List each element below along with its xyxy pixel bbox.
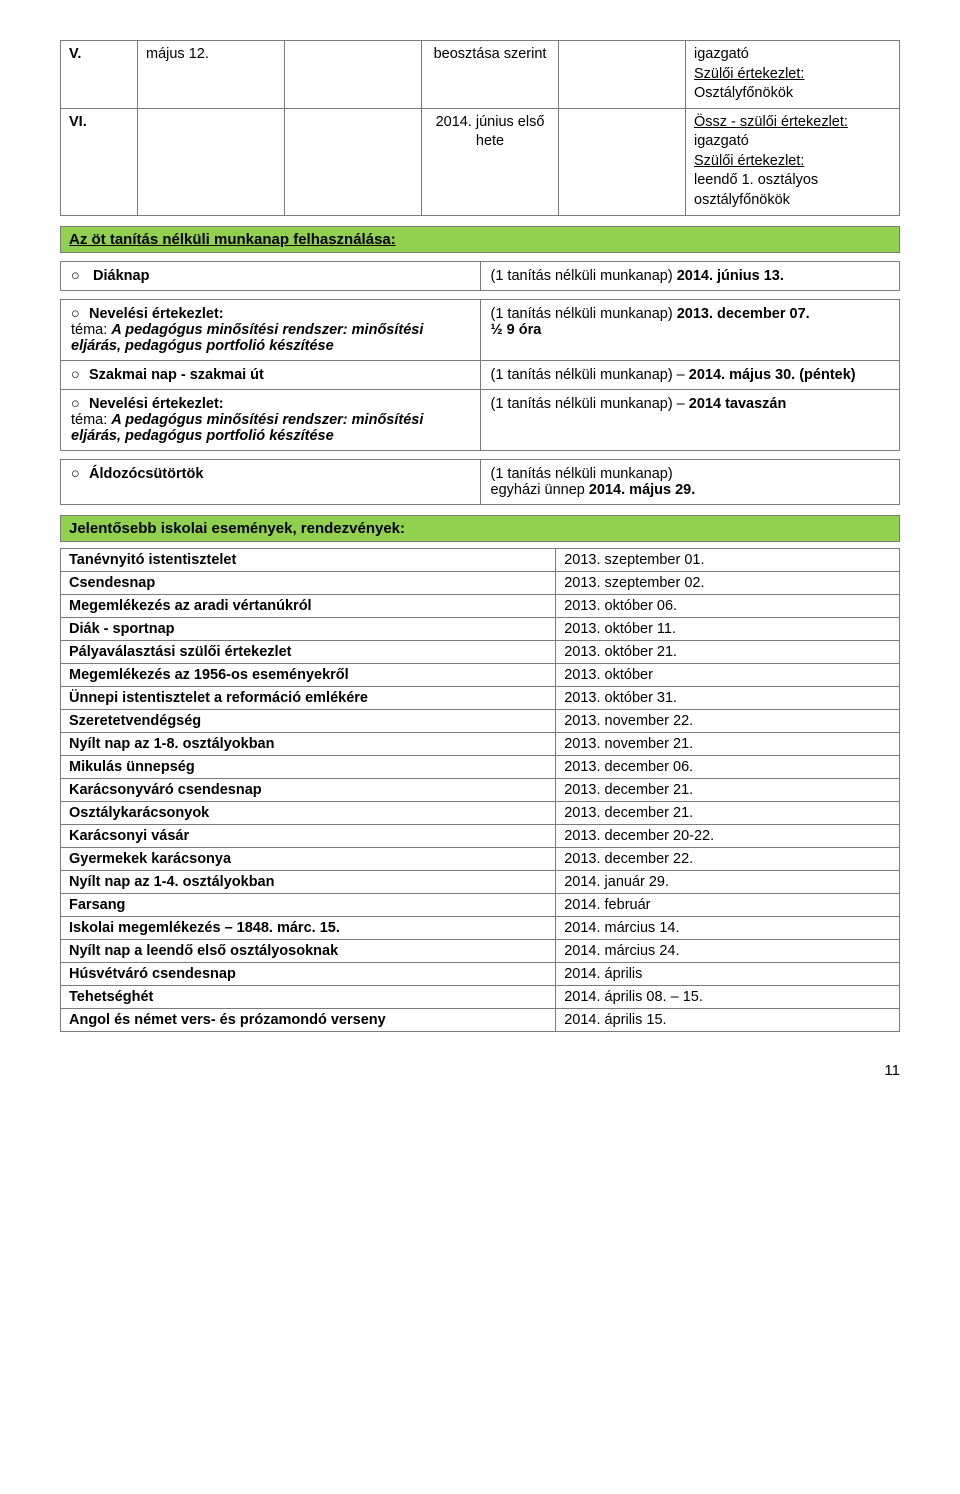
munkanap-right: (1 tanítás nélküli munkanap) – 2014. máj… bbox=[480, 360, 900, 389]
event-date: 2013. november 21. bbox=[556, 732, 900, 755]
munkanap-left: ○Nevelési értekezlet:téma: A pedagógus m… bbox=[61, 299, 481, 360]
event-name: Húsvétváró csendesnap bbox=[61, 962, 556, 985]
event-name: Mikulás ünnepség bbox=[61, 755, 556, 778]
aldozo-left: ○Áldozócsütörtök bbox=[61, 459, 481, 504]
event-date: 2013. december 21. bbox=[556, 778, 900, 801]
top-schedule-table: V. május 12. beosztása szerint igazgatóS… bbox=[60, 40, 900, 216]
diaknap-left: ○ Diáknap bbox=[61, 261, 481, 290]
event-date: 2013. október 31. bbox=[556, 686, 900, 709]
event-date: 2013. október bbox=[556, 663, 900, 686]
event-name: Megemlékezés az 1956-os eseményekről bbox=[61, 663, 556, 686]
event-name: Karácsonyi vásár bbox=[61, 824, 556, 847]
event-date: 2014. február bbox=[556, 893, 900, 916]
mid-cell bbox=[285, 41, 422, 109]
blank-cell bbox=[559, 108, 686, 215]
diaknap-right: (1 tanítás nélküli munkanap) 2014. júniu… bbox=[480, 261, 900, 290]
blank-cell bbox=[559, 41, 686, 109]
event-name: Ünnepi istentisztelet a reformáció emlék… bbox=[61, 686, 556, 709]
event-date: 2013. október 21. bbox=[556, 640, 900, 663]
aldozo-table: ○Áldozócsütörtök (1 tanítás nélküli munk… bbox=[60, 459, 900, 505]
event-date: 2013. szeptember 02. bbox=[556, 571, 900, 594]
event-date: 2013. december 06. bbox=[556, 755, 900, 778]
event-name: Angol és német vers- és prózamondó verse… bbox=[61, 1008, 556, 1031]
right-cell: igazgatóSzülői értekezlet:Osztályfőnökök bbox=[686, 41, 900, 109]
event-name: Osztálykarácsonyok bbox=[61, 801, 556, 824]
event-date: 2014. március 14. bbox=[556, 916, 900, 939]
munkanap-right: (1 tanítás nélküli munkanap) – 2014 tava… bbox=[480, 389, 900, 450]
event-date: 2013. október 11. bbox=[556, 617, 900, 640]
event-name: Karácsonyváró csendesnap bbox=[61, 778, 556, 801]
munkanap-table: ○Nevelési értekezlet:téma: A pedagógus m… bbox=[60, 299, 900, 451]
event-name: Nyílt nap az 1-4. osztályokban bbox=[61, 870, 556, 893]
mid-cell-2: 2014. június első hete bbox=[422, 108, 559, 215]
roman-cell: VI. bbox=[61, 108, 138, 215]
date-cell: május 12. bbox=[138, 41, 285, 109]
diaknap-label: Diáknap bbox=[93, 268, 149, 284]
event-date: 2013. november 22. bbox=[556, 709, 900, 732]
event-name: Diák - sportnap bbox=[61, 617, 556, 640]
munkanap-left: ○Szakmai nap - szakmai út bbox=[61, 360, 481, 389]
event-date: 2013. december 22. bbox=[556, 847, 900, 870]
event-date: 2013. október 06. bbox=[556, 594, 900, 617]
munkanap-right: (1 tanítás nélküli munkanap) 2013. decem… bbox=[480, 299, 900, 360]
date-cell bbox=[138, 108, 285, 215]
event-name: Pályaválasztási szülői értekezlet bbox=[61, 640, 556, 663]
event-name: Csendesnap bbox=[61, 571, 556, 594]
section-title: Az öt tanítás nélküli munkanap felhaszná… bbox=[69, 231, 396, 248]
section-title: Jelentősebb iskolai események, rendezvén… bbox=[69, 520, 405, 537]
event-date: 2014. április bbox=[556, 962, 900, 985]
event-date: 2014. március 24. bbox=[556, 939, 900, 962]
event-name: Tanévnyitó istentisztelet bbox=[61, 548, 556, 571]
event-name: Nyílt nap az 1-8. osztályokban bbox=[61, 732, 556, 755]
aldozo-right: (1 tanítás nélküli munkanap)egyházi ünne… bbox=[480, 459, 900, 504]
event-date: 2013. szeptember 01. bbox=[556, 548, 900, 571]
event-name: Farsang bbox=[61, 893, 556, 916]
munkanap-left: ○Nevelési értekezlet:téma: A pedagógus m… bbox=[61, 389, 481, 450]
event-date: 2013. december 21. bbox=[556, 801, 900, 824]
event-name: Iskolai megemlékezés – 1848. márc. 15. bbox=[61, 916, 556, 939]
event-date: 2014. április 08. – 15. bbox=[556, 985, 900, 1008]
event-name: Nyílt nap a leendő első osztályosoknak bbox=[61, 939, 556, 962]
diaknap-table: ○ Diáknap (1 tanítás nélküli munkanap) 2… bbox=[60, 261, 900, 291]
bullet-icon: ○ bbox=[71, 268, 89, 284]
event-name: Megemlékezés az aradi vértanúkról bbox=[61, 594, 556, 617]
section-header-events: Jelentősebb iskolai események, rendezvén… bbox=[60, 515, 900, 542]
page-number: 11 bbox=[60, 1062, 900, 1079]
right-cell: Össz - szülői értekezlet: igazgatóSzülői… bbox=[686, 108, 900, 215]
mid-cell bbox=[285, 108, 422, 215]
section-header-munkanap: Az öt tanítás nélküli munkanap felhaszná… bbox=[60, 226, 900, 253]
roman-cell: V. bbox=[61, 41, 138, 109]
event-name: Tehetséghét bbox=[61, 985, 556, 1008]
event-date: 2014. április 15. bbox=[556, 1008, 900, 1031]
event-name: Gyermekek karácsonya bbox=[61, 847, 556, 870]
event-name: Szeretetvendégség bbox=[61, 709, 556, 732]
event-date: 2014. január 29. bbox=[556, 870, 900, 893]
mid-cell-2: beosztása szerint bbox=[422, 41, 559, 109]
event-date: 2013. december 20-22. bbox=[556, 824, 900, 847]
events-table: Tanévnyitó istentisztelet2013. szeptembe… bbox=[60, 548, 900, 1032]
